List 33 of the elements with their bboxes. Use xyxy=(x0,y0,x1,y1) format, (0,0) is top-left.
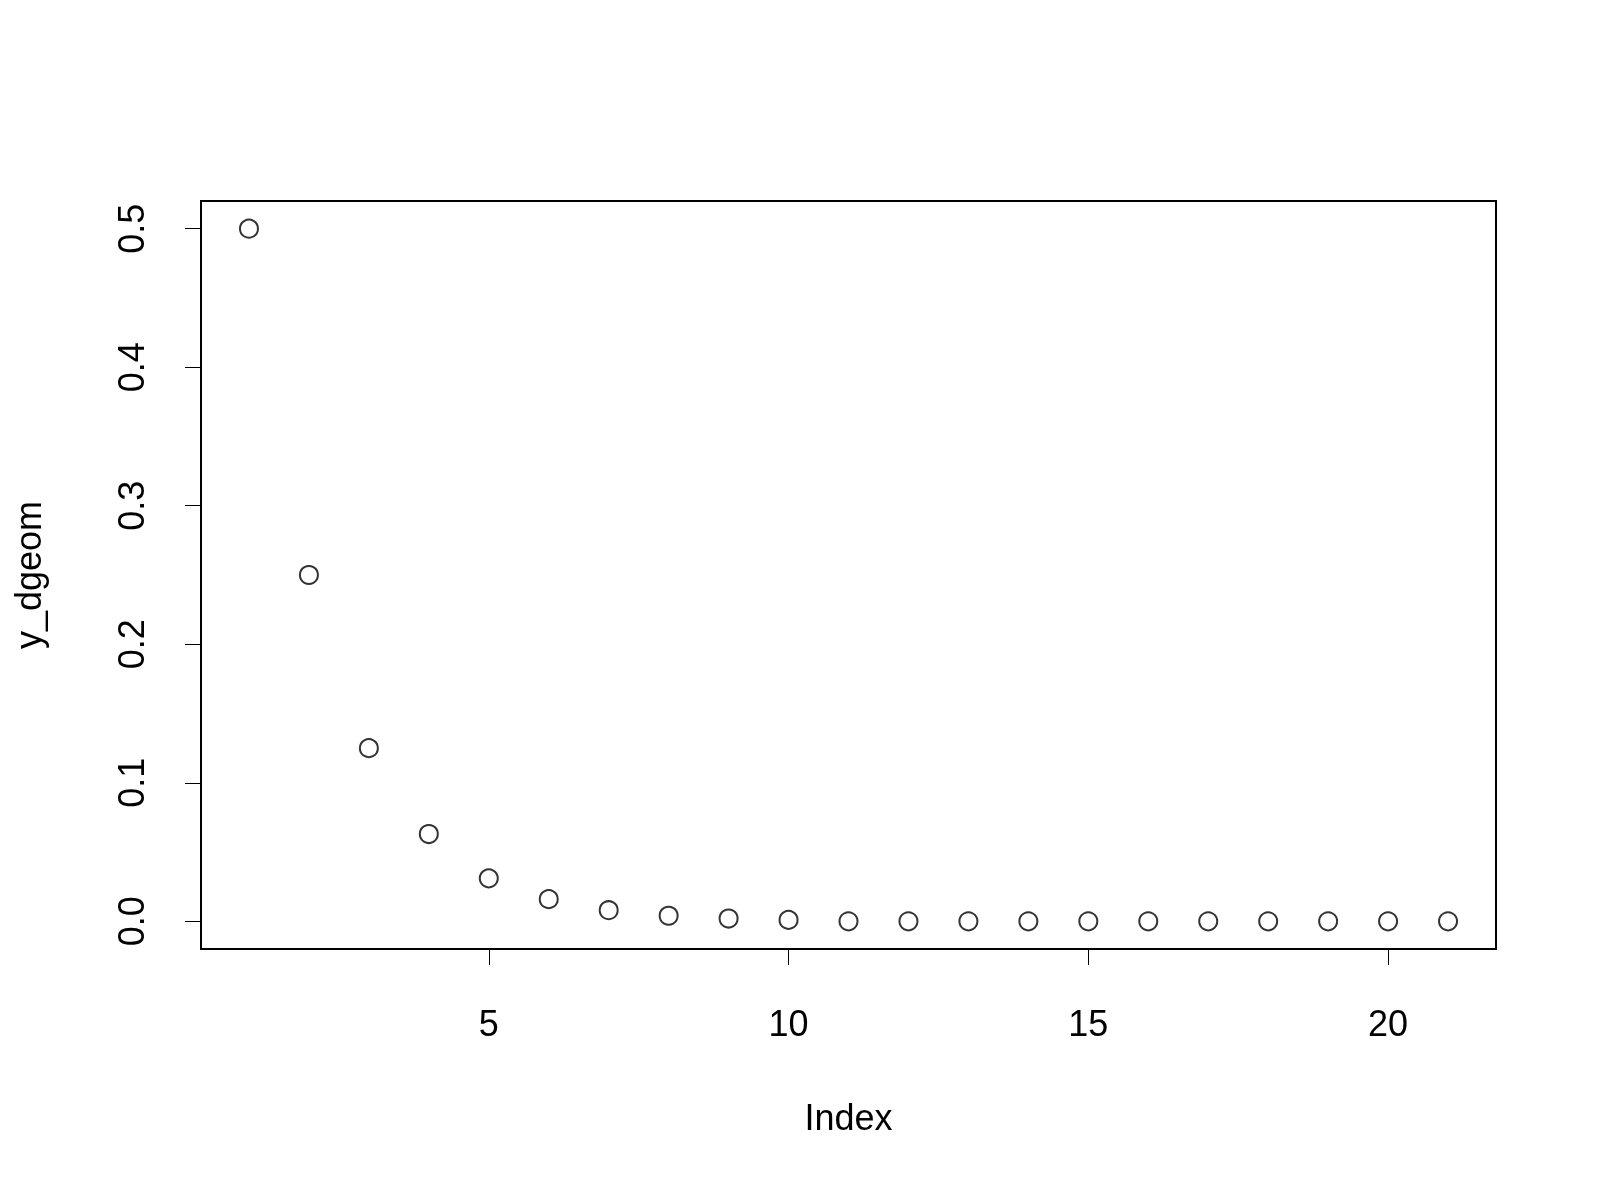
point xyxy=(718,908,739,929)
point xyxy=(238,218,259,239)
point xyxy=(1078,911,1099,932)
point xyxy=(1198,911,1219,932)
y-tick-label: 0.5 xyxy=(110,203,152,254)
y-tick-label: 0.2 xyxy=(110,619,152,670)
y-tick-label: 0.0 xyxy=(110,896,152,947)
point xyxy=(598,900,619,921)
point xyxy=(478,868,499,889)
x-tick-label: 15 xyxy=(1068,1002,1109,1044)
point xyxy=(898,911,919,932)
point xyxy=(778,909,799,930)
point xyxy=(1438,911,1459,932)
y-tick-label: 0.4 xyxy=(110,342,152,393)
y-tick-label: 0.3 xyxy=(110,480,152,531)
point xyxy=(1258,911,1279,932)
point xyxy=(1018,911,1039,932)
point xyxy=(1138,911,1159,932)
x-tick-label: 20 xyxy=(1368,1002,1409,1044)
point xyxy=(1318,911,1339,932)
y-axis-title: y_dgeom xyxy=(7,500,49,650)
point xyxy=(298,565,319,585)
point xyxy=(358,738,379,759)
point xyxy=(838,911,859,932)
point xyxy=(538,889,559,910)
point xyxy=(658,905,679,926)
x-tick-label: 10 xyxy=(768,1002,809,1044)
point xyxy=(418,824,439,845)
y-tick-label: 0.1 xyxy=(110,757,152,808)
x-tick-label: 5 xyxy=(478,1002,499,1044)
x-axis-title: Index xyxy=(804,1096,893,1138)
point xyxy=(1378,911,1399,932)
point xyxy=(958,911,979,932)
